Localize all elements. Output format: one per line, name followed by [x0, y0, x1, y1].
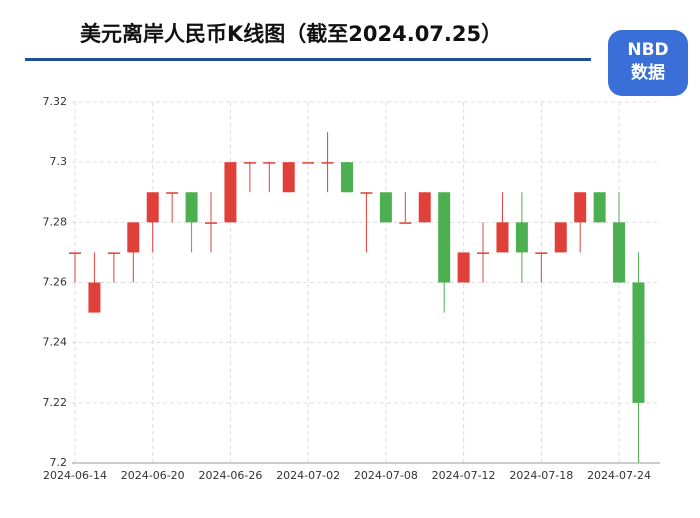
y-tick-label: 7.32 [43, 95, 68, 108]
chart-title: 美元离岸人民币K线图（截至2024.07.25） [80, 22, 502, 46]
logo [608, 30, 688, 96]
x-tick-label: 2024-06-26 [198, 469, 262, 482]
candle-body [69, 252, 81, 254]
candle-body [574, 192, 587, 223]
candle-body [457, 252, 470, 283]
y-tick-label: 7.2 [50, 456, 68, 469]
x-tick-label: 2024-07-24 [587, 469, 651, 482]
x-tick-label: 2024-07-12 [432, 469, 496, 482]
candle-body [496, 222, 509, 253]
x-tick-label: 2024-06-14 [43, 469, 107, 482]
candle-body [224, 162, 237, 223]
logo-text: NBD [627, 40, 668, 60]
x-tick-label: 2024-07-02 [276, 469, 340, 482]
candle-body [341, 162, 354, 193]
candle-body [321, 162, 334, 164]
candle-body [535, 252, 548, 254]
candle-body [166, 192, 179, 194]
candle-body [379, 192, 392, 223]
x-tick-label: 2024-06-20 [121, 469, 185, 482]
candle-body [632, 282, 645, 403]
candle-body [263, 162, 276, 164]
x-tick-label: 2024-07-18 [509, 469, 573, 482]
candle-body [477, 252, 490, 254]
y-tick-label: 7.28 [43, 215, 68, 228]
y-tick-label: 7.26 [43, 276, 68, 289]
candle-body [515, 222, 528, 253]
candle-body [146, 192, 159, 223]
logo-text: 数据 [631, 62, 665, 83]
candle-body [88, 282, 101, 313]
candle-body [438, 192, 451, 283]
title-rule [25, 58, 591, 61]
y-tick-label: 7.24 [43, 336, 68, 349]
candle-body [302, 162, 315, 164]
candle-body [593, 192, 606, 223]
candle-body [205, 222, 218, 224]
x-tick-label: 2024-07-08 [354, 469, 418, 482]
candle-body [613, 222, 626, 283]
candle-body [418, 192, 431, 223]
candle-body [127, 222, 140, 253]
candle-body [243, 162, 256, 164]
y-tick-label: 7.3 [50, 155, 68, 168]
candle-body [360, 192, 373, 194]
candle-body [282, 162, 295, 193]
candle-body [399, 222, 412, 224]
candle-body [107, 252, 120, 254]
candle-body [185, 192, 198, 223]
y-tick-label: 7.22 [43, 396, 68, 409]
candle-body [554, 222, 567, 253]
